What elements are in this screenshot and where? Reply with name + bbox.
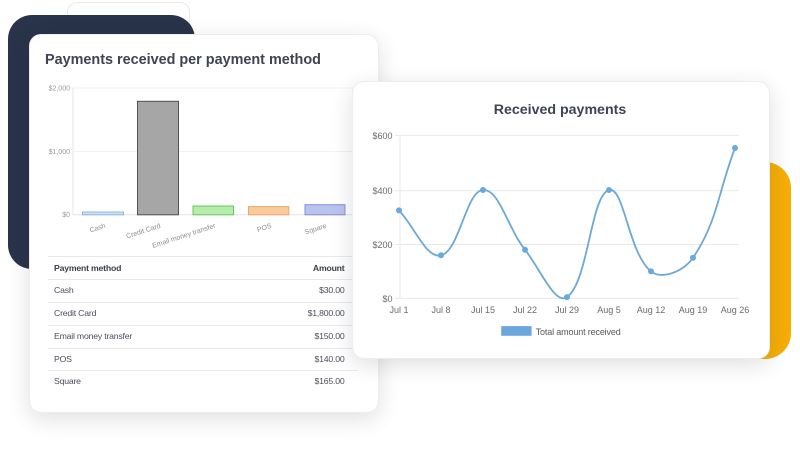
svg-text:Cash: Cash bbox=[89, 223, 107, 235]
svg-text:$600: $600 bbox=[372, 131, 392, 141]
svg-text:Aug 19: Aug 19 bbox=[679, 305, 708, 315]
svg-text:Square: Square bbox=[304, 223, 328, 237]
svg-text:$0: $0 bbox=[382, 294, 392, 304]
svg-text:Total amount received: Total amount received bbox=[536, 327, 621, 337]
svg-text:Email money transfer: Email money transfer bbox=[152, 223, 218, 250]
svg-text:Jul 1: Jul 1 bbox=[389, 305, 408, 315]
svg-text:Aug 26: Aug 26 bbox=[721, 305, 750, 315]
svg-text:$400: $400 bbox=[372, 186, 392, 196]
svg-text:Jul 29: Jul 29 bbox=[555, 305, 579, 315]
svg-text:Jul 22: Jul 22 bbox=[513, 305, 537, 315]
svg-text:POS: POS bbox=[256, 223, 273, 234]
svg-text:Jul 8: Jul 8 bbox=[431, 305, 450, 315]
svg-text:Aug 12: Aug 12 bbox=[637, 305, 666, 315]
svg-text:Jul 15: Jul 15 bbox=[471, 305, 495, 315]
svg-text:$2,000: $2,000 bbox=[49, 85, 71, 92]
svg-text:Credit Card: Credit Card bbox=[125, 223, 161, 241]
svg-text:$1,000: $1,000 bbox=[49, 149, 71, 156]
svg-text:$200: $200 bbox=[372, 240, 392, 250]
svg-text:Aug 5: Aug 5 bbox=[597, 305, 621, 315]
svg-text:$0: $0 bbox=[62, 212, 70, 219]
